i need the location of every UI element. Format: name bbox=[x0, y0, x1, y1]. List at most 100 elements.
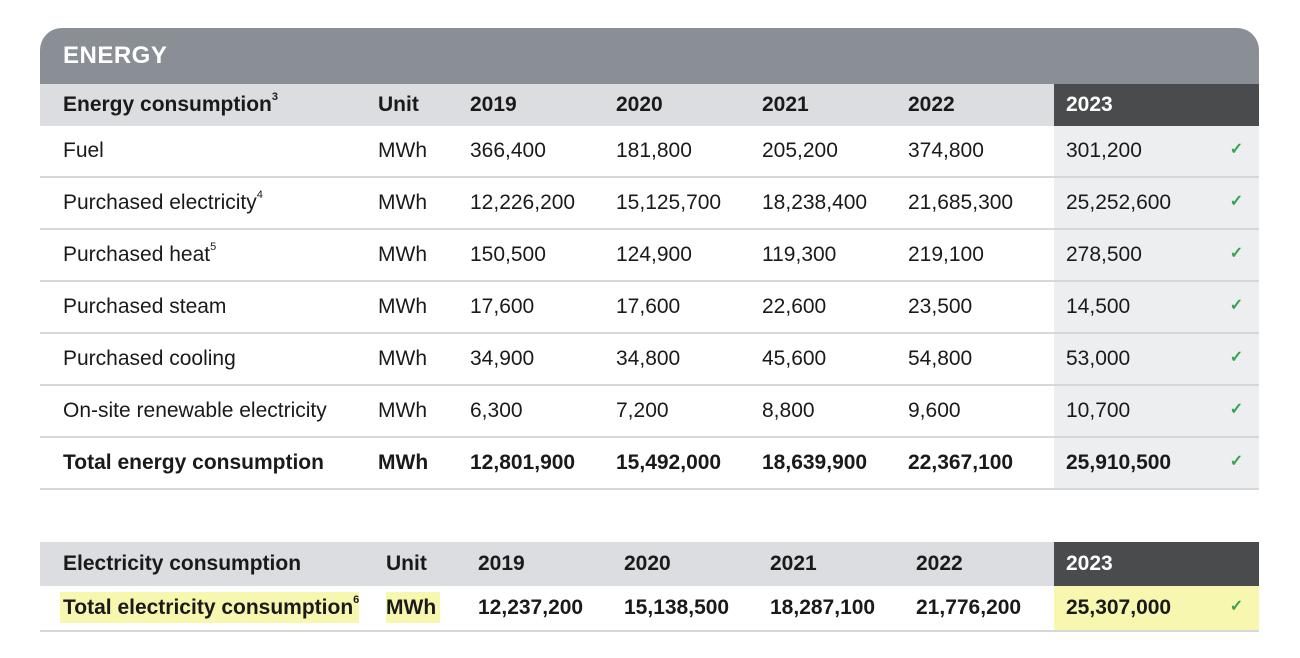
cell-2022: 54,800 bbox=[908, 333, 1054, 386]
cell-2019: 12,801,900 bbox=[470, 437, 616, 490]
check-icon: ✓ bbox=[1229, 598, 1244, 615]
row-label: On-site renewable electricity bbox=[40, 385, 378, 438]
table-row: Purchased electricity4 MWh 12,226,200 15,12… bbox=[40, 177, 1259, 230]
cell-2019: 366,400 bbox=[470, 126, 616, 178]
cell-2020: 15,492,000 bbox=[616, 437, 762, 490]
check-cell: ✓ bbox=[1214, 126, 1259, 178]
cell-2021: 22,600 bbox=[762, 281, 908, 334]
col-header-2020: 2020 bbox=[616, 84, 762, 126]
check-icon: ✓ bbox=[1229, 401, 1244, 418]
row-unit: MWh bbox=[378, 333, 470, 386]
electricity-table: Electricity consumption Unit 2019 2020 2… bbox=[40, 542, 1259, 632]
check-icon: ✓ bbox=[1229, 453, 1244, 470]
row-unit: MWh bbox=[378, 229, 470, 282]
row-unit: MWh bbox=[378, 385, 470, 438]
row-label: Total energy consumption bbox=[40, 437, 378, 490]
col-header-2023: 2023 bbox=[1054, 84, 1214, 126]
row-label: Purchased steam bbox=[40, 281, 378, 334]
check-cell: ✓ bbox=[1214, 385, 1259, 438]
cell-2022: 21,685,300 bbox=[908, 177, 1054, 230]
check-icon: ✓ bbox=[1229, 297, 1244, 314]
table-row: Total energy consumption MWh 12,801,900 15,… bbox=[40, 437, 1259, 490]
cell-2022: 374,800 bbox=[908, 126, 1054, 178]
cell-2021: 45,600 bbox=[762, 333, 908, 386]
check-cell: ✓ bbox=[1214, 333, 1259, 386]
row-label: Purchased heat5 bbox=[40, 229, 378, 282]
col-header-2020: 2020 bbox=[624, 542, 770, 586]
row-unit: MWh bbox=[378, 177, 470, 230]
col-header-2022: 2022 bbox=[908, 84, 1054, 126]
table-row: Purchased heat5 MWh 150,500 124,900 119,300 2… bbox=[40, 229, 1259, 282]
cell-2020: 15,138,500 bbox=[624, 586, 770, 632]
row-unit: MWh bbox=[378, 437, 470, 490]
col-header-electricity: Electricity consumption bbox=[40, 542, 386, 586]
cell-2023: 278,500 bbox=[1054, 229, 1214, 282]
col-header-2021: 2021 bbox=[770, 542, 916, 586]
col-header-2021: 2021 bbox=[762, 84, 908, 126]
cell-2020: 34,800 bbox=[616, 333, 762, 386]
cell-2019: 150,500 bbox=[470, 229, 616, 282]
row-label: Purchased cooling bbox=[40, 333, 378, 386]
energy-banner: ENERGY bbox=[40, 28, 1259, 84]
row-unit: MWh bbox=[378, 126, 470, 178]
check-cell: ✓ bbox=[1214, 177, 1259, 230]
row-label: Fuel bbox=[40, 126, 378, 178]
col-header-2019: 2019 bbox=[478, 542, 624, 586]
cell-2021: 18,287,100 bbox=[770, 586, 916, 632]
cell-2019: 17,600 bbox=[470, 281, 616, 334]
cell-2022: 22,367,100 bbox=[908, 437, 1054, 490]
cell-2019: 12,237,200 bbox=[478, 586, 624, 632]
cell-2022: 23,500 bbox=[908, 281, 1054, 334]
check-cell: ✓ bbox=[1214, 229, 1259, 282]
cell-2021: 205,200 bbox=[762, 126, 908, 178]
banner-title: ENERGY bbox=[63, 42, 168, 69]
col-header-unit: Unit bbox=[378, 84, 470, 126]
check-cell: ✓ bbox=[1214, 281, 1259, 334]
energy-table: Energy consumption3 Unit 2019 2020 2021 … bbox=[40, 84, 1259, 490]
table-row: On-site renewable electricity MWh 6,300 7,2… bbox=[40, 385, 1259, 438]
cell-2020: 124,900 bbox=[616, 229, 762, 282]
col-header-2023: 2023 bbox=[1054, 542, 1214, 586]
cell-2023: 10,700 bbox=[1054, 385, 1214, 438]
electricity-table-panel: Electricity consumption Unit 2019 2020 2… bbox=[40, 542, 1259, 632]
cell-2021: 18,238,400 bbox=[762, 177, 908, 230]
cell-2023: 25,910,500 bbox=[1054, 437, 1214, 490]
row-label: Total electricity consumption6 bbox=[40, 586, 386, 632]
check-icon: ✓ bbox=[1229, 245, 1244, 262]
cell-2023: 14,500 bbox=[1054, 281, 1214, 334]
col-header-check bbox=[1214, 84, 1259, 126]
cell-2019: 6,300 bbox=[470, 385, 616, 438]
cell-2021: 18,639,900 bbox=[762, 437, 908, 490]
energy-header-row: Energy consumption3 Unit 2019 2020 2021 … bbox=[40, 84, 1259, 126]
check-icon: ✓ bbox=[1229, 141, 1244, 158]
col-header-energy: Energy consumption3 bbox=[40, 84, 378, 126]
check-cell: ✓ bbox=[1214, 437, 1259, 490]
cell-2023: 25,252,600 bbox=[1054, 177, 1214, 230]
cell-2021: 8,800 bbox=[762, 385, 908, 438]
cell-2022: 9,600 bbox=[908, 385, 1054, 438]
row-unit: MWh bbox=[386, 586, 478, 632]
cell-2020: 15,125,700 bbox=[616, 177, 762, 230]
cell-2023: 301,200 bbox=[1054, 126, 1214, 178]
cell-2022: 219,100 bbox=[908, 229, 1054, 282]
cell-2020: 181,800 bbox=[616, 126, 762, 178]
check-icon: ✓ bbox=[1229, 193, 1244, 210]
col-header-2019: 2019 bbox=[470, 84, 616, 126]
cell-2020: 17,600 bbox=[616, 281, 762, 334]
col-header-check bbox=[1214, 542, 1259, 586]
row-label: Purchased electricity4 bbox=[40, 177, 378, 230]
col-header-2022: 2022 bbox=[916, 542, 1054, 586]
check-cell: ✓ bbox=[1214, 586, 1259, 632]
electricity-header-row: Electricity consumption Unit 2019 2020 2… bbox=[40, 542, 1259, 586]
cell-2021: 119,300 bbox=[762, 229, 908, 282]
cell-2023: 25,307,000 bbox=[1054, 586, 1214, 632]
cell-2023: 53,000 bbox=[1054, 333, 1214, 386]
cell-2022: 21,776,200 bbox=[916, 586, 1054, 632]
cell-2019: 12,226,200 bbox=[470, 177, 616, 230]
table-row: Total electricity consumption6 MWh 12,23… bbox=[40, 586, 1259, 632]
cell-2020: 7,200 bbox=[616, 385, 762, 438]
row-unit: MWh bbox=[378, 281, 470, 334]
table-row: Purchased cooling MWh 34,900 34,800 45,600 54… bbox=[40, 333, 1259, 386]
table-row: Purchased steam MWh 17,600 17,600 22,600 23,5… bbox=[40, 281, 1259, 334]
check-icon: ✓ bbox=[1229, 349, 1244, 366]
